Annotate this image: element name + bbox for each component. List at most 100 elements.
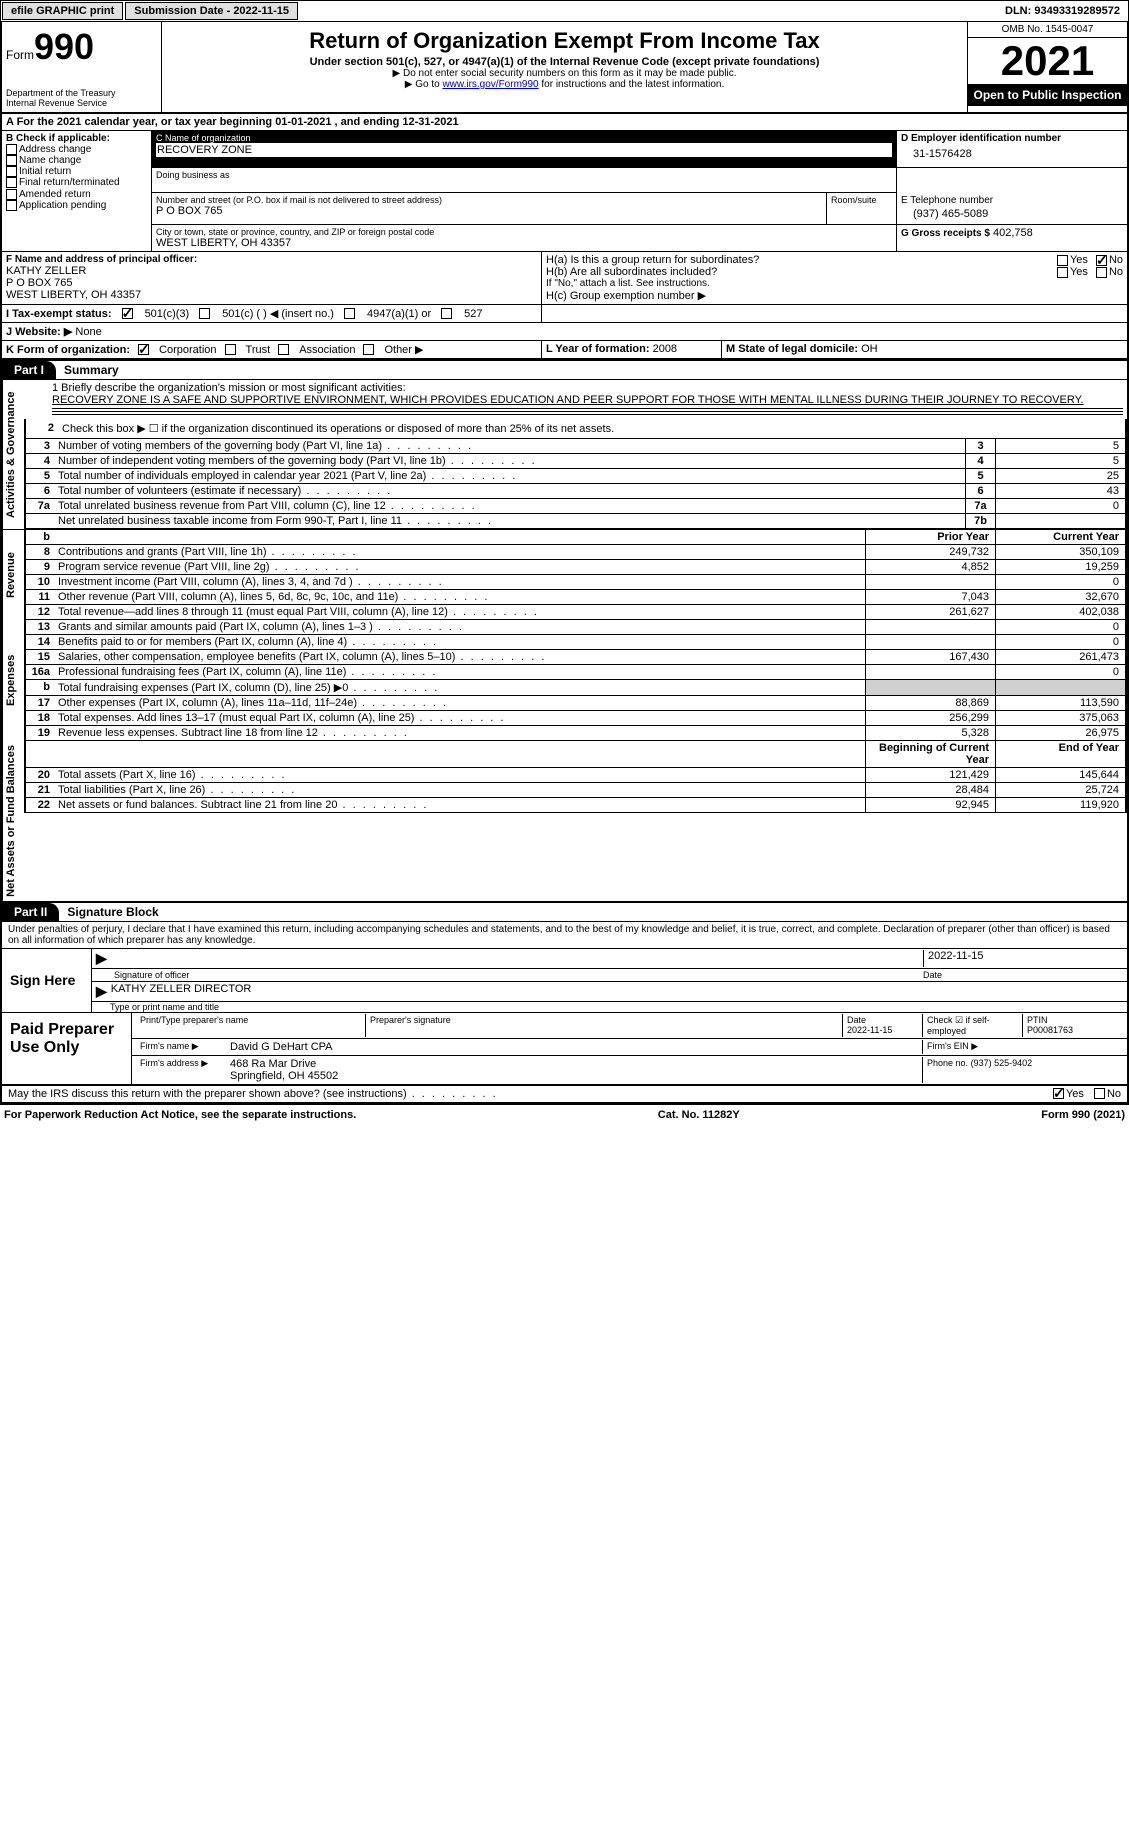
firm-name: David G DeHart CPA xyxy=(226,1040,923,1054)
topbar: efile GRAPHIC print Submission Date - 20… xyxy=(0,0,1129,22)
other-checkbox[interactable] xyxy=(363,344,374,355)
col-prior: Prior Year xyxy=(865,530,995,544)
summary-line: 21Total liabilities (Part X, line 26)28,… xyxy=(24,783,1127,798)
omb-number: OMB No. 1545-0047 xyxy=(968,22,1127,38)
form-subtitle: Under section 501(c), 527, or 4947(a)(1)… xyxy=(166,56,963,68)
trust-checkbox[interactable] xyxy=(225,344,236,355)
box-j-label: J Website: ▶ xyxy=(6,326,72,338)
arrow-icon: ▶ xyxy=(96,983,107,1000)
part1-header: Part I Summary xyxy=(0,361,1129,380)
state-domicile: OH xyxy=(861,343,878,355)
public-inspection: Open to Public Inspection xyxy=(968,84,1127,106)
efile-print-button[interactable]: efile GRAPHIC print xyxy=(2,2,123,20)
summary-line: 16aProfessional fundraising fees (Part I… xyxy=(24,665,1127,680)
form-number: Form990 xyxy=(6,26,157,68)
website-value: None xyxy=(75,326,101,338)
summary-line: 5Total number of individuals employed in… xyxy=(24,469,1127,484)
summary-line: 9Program service revenue (Part VIII, lin… xyxy=(24,560,1127,575)
assoc-checkbox[interactable] xyxy=(278,344,289,355)
prep-date: 2022-11-15 xyxy=(847,1025,892,1035)
phone-label: Phone no. xyxy=(927,1058,968,1068)
addr-value: P O BOX 765 xyxy=(156,205,822,217)
firm-addr-label: Firm's address ▶ xyxy=(136,1057,226,1083)
summary-line: 6Total number of volunteers (estimate if… xyxy=(24,484,1127,499)
ha-label: H(a) Is this a group return for subordin… xyxy=(546,254,1057,266)
dba-label: Doing business as xyxy=(156,170,892,180)
note-2: ▶ Go to www.irs.gov/Form990 for instruct… xyxy=(166,79,963,90)
summary-line: 8Contributions and grants (Part VIII, li… xyxy=(24,545,1127,560)
pra-notice: For Paperwork Reduction Act Notice, see … xyxy=(4,1109,356,1121)
side-exp: Expenses xyxy=(2,620,24,741)
hb-no-checkbox[interactable] xyxy=(1096,267,1107,278)
ein-value: 31-1576428 xyxy=(901,144,1123,164)
dept-label: Department of the Treasury xyxy=(6,88,157,98)
arrow-icon: ▶ xyxy=(96,950,107,967)
summary-line: 22Net assets or fund balances. Subtract … xyxy=(24,798,1127,813)
tax-year: 2021 xyxy=(968,38,1127,84)
hb-note: If "No," attach a list. See instructions… xyxy=(546,278,1123,289)
summary-line: 11Other revenue (Part VIII, column (A), … xyxy=(24,590,1127,605)
527-checkbox[interactable] xyxy=(441,308,452,319)
line-a: A For the 2021 calendar year, or tax yea… xyxy=(0,114,1129,131)
501c-checkbox[interactable] xyxy=(199,308,210,319)
box-c-name-label: C Name of organization xyxy=(156,133,892,143)
col-begin: Beginning of Current Year xyxy=(865,741,995,767)
box-b-item[interactable]: Amended return xyxy=(6,189,147,200)
mission-text: RECOVERY ZONE IS A SAFE AND SUPPORTIVE E… xyxy=(52,394,1123,406)
prep-phone: (937) 525-9402 xyxy=(971,1058,1033,1068)
city-value: WEST LIBERTY, OH 43357 xyxy=(156,237,892,249)
501c3-checkbox[interactable] xyxy=(122,308,133,319)
summary-line: 19Revenue less expenses. Subtract line 1… xyxy=(24,726,1127,741)
box-i-label: I Tax-exempt status: xyxy=(6,308,112,320)
ptin-label: PTIN xyxy=(1027,1015,1048,1025)
box-b-item[interactable]: Name change xyxy=(6,155,147,166)
paid-preparer-label: Paid Preparer Use Only xyxy=(2,1013,132,1084)
box-b-item[interactable]: Initial return xyxy=(6,166,147,177)
box-e-label: E Telephone number xyxy=(901,195,1123,206)
box-m-label: M State of legal domicile: xyxy=(726,343,858,355)
discuss-yes-checkbox[interactable] xyxy=(1053,1088,1064,1099)
irs-link[interactable]: www.irs.gov/Form990 xyxy=(442,79,538,90)
summary-line: 18Total expenses. Add lines 13–17 (must … xyxy=(24,711,1127,726)
summary-line: 7aTotal unrelated business revenue from … xyxy=(24,499,1127,514)
box-k-label: K Form of organization: xyxy=(6,344,130,356)
q2-text: Check this box ▶ ☐ if the organization d… xyxy=(58,421,1121,436)
form-footer: Form 990 (2021) xyxy=(1041,1109,1125,1121)
ha-yes-checkbox[interactable] xyxy=(1057,255,1068,266)
summary-line: 13Grants and similar amounts paid (Part … xyxy=(24,620,1127,635)
submission-date-button[interactable]: Submission Date - 2022-11-15 xyxy=(125,2,298,20)
addr-label: Number and street (or P.O. box if mail i… xyxy=(156,195,822,205)
box-l-label: L Year of formation: xyxy=(546,343,650,355)
4947-checkbox[interactable] xyxy=(344,308,355,319)
prep-sig-label: Preparer's signature xyxy=(366,1014,843,1037)
box-g-label: G Gross receipts $ xyxy=(901,228,990,239)
summary-line: 14Benefits paid to or for members (Part … xyxy=(24,635,1127,650)
box-b-item[interactable]: Final return/terminated xyxy=(6,177,147,188)
sig-officer-label: Signature of officer xyxy=(114,970,923,980)
gross-receipts: 402,758 xyxy=(993,227,1033,239)
perjury-decl: Under penalties of perjury, I declare th… xyxy=(0,922,1129,948)
ptin-value: P00081763 xyxy=(1027,1025,1073,1035)
discuss-no-checkbox[interactable] xyxy=(1094,1088,1105,1099)
date-label: Date xyxy=(923,970,1123,980)
phone-value: (937) 465-5089 xyxy=(901,206,1123,222)
ha-no-checkbox[interactable] xyxy=(1096,255,1107,266)
q1-label: 1 Briefly describe the organization's mi… xyxy=(52,382,1123,394)
corp-checkbox[interactable] xyxy=(138,344,149,355)
box-b-item[interactable]: Application pending xyxy=(6,200,147,211)
year-formation: 2008 xyxy=(653,343,677,355)
firm-ein-label: Firm's EIN ▶ xyxy=(923,1040,1123,1054)
city-label: City or town, state or province, country… xyxy=(156,227,892,237)
firm-city: Springfield, OH 45502 xyxy=(230,1070,918,1082)
form-header: Form990 Department of the Treasury Inter… xyxy=(0,22,1129,114)
summary-line: 10Investment income (Part VIII, column (… xyxy=(24,575,1127,590)
form-title: Return of Organization Exempt From Incom… xyxy=(166,28,963,54)
side-ag: Activities & Governance xyxy=(2,380,24,529)
box-b-item[interactable]: Address change xyxy=(6,144,147,155)
col-end: End of Year xyxy=(995,741,1125,767)
hb-yes-checkbox[interactable] xyxy=(1057,267,1068,278)
box-d-label: D Employer identification number xyxy=(901,133,1123,144)
prep-name-label: Print/Type preparer's name xyxy=(136,1014,366,1037)
summary-line: 20Total assets (Part X, line 16)121,4291… xyxy=(24,768,1127,783)
cat-no: Cat. No. 11282Y xyxy=(658,1109,740,1121)
